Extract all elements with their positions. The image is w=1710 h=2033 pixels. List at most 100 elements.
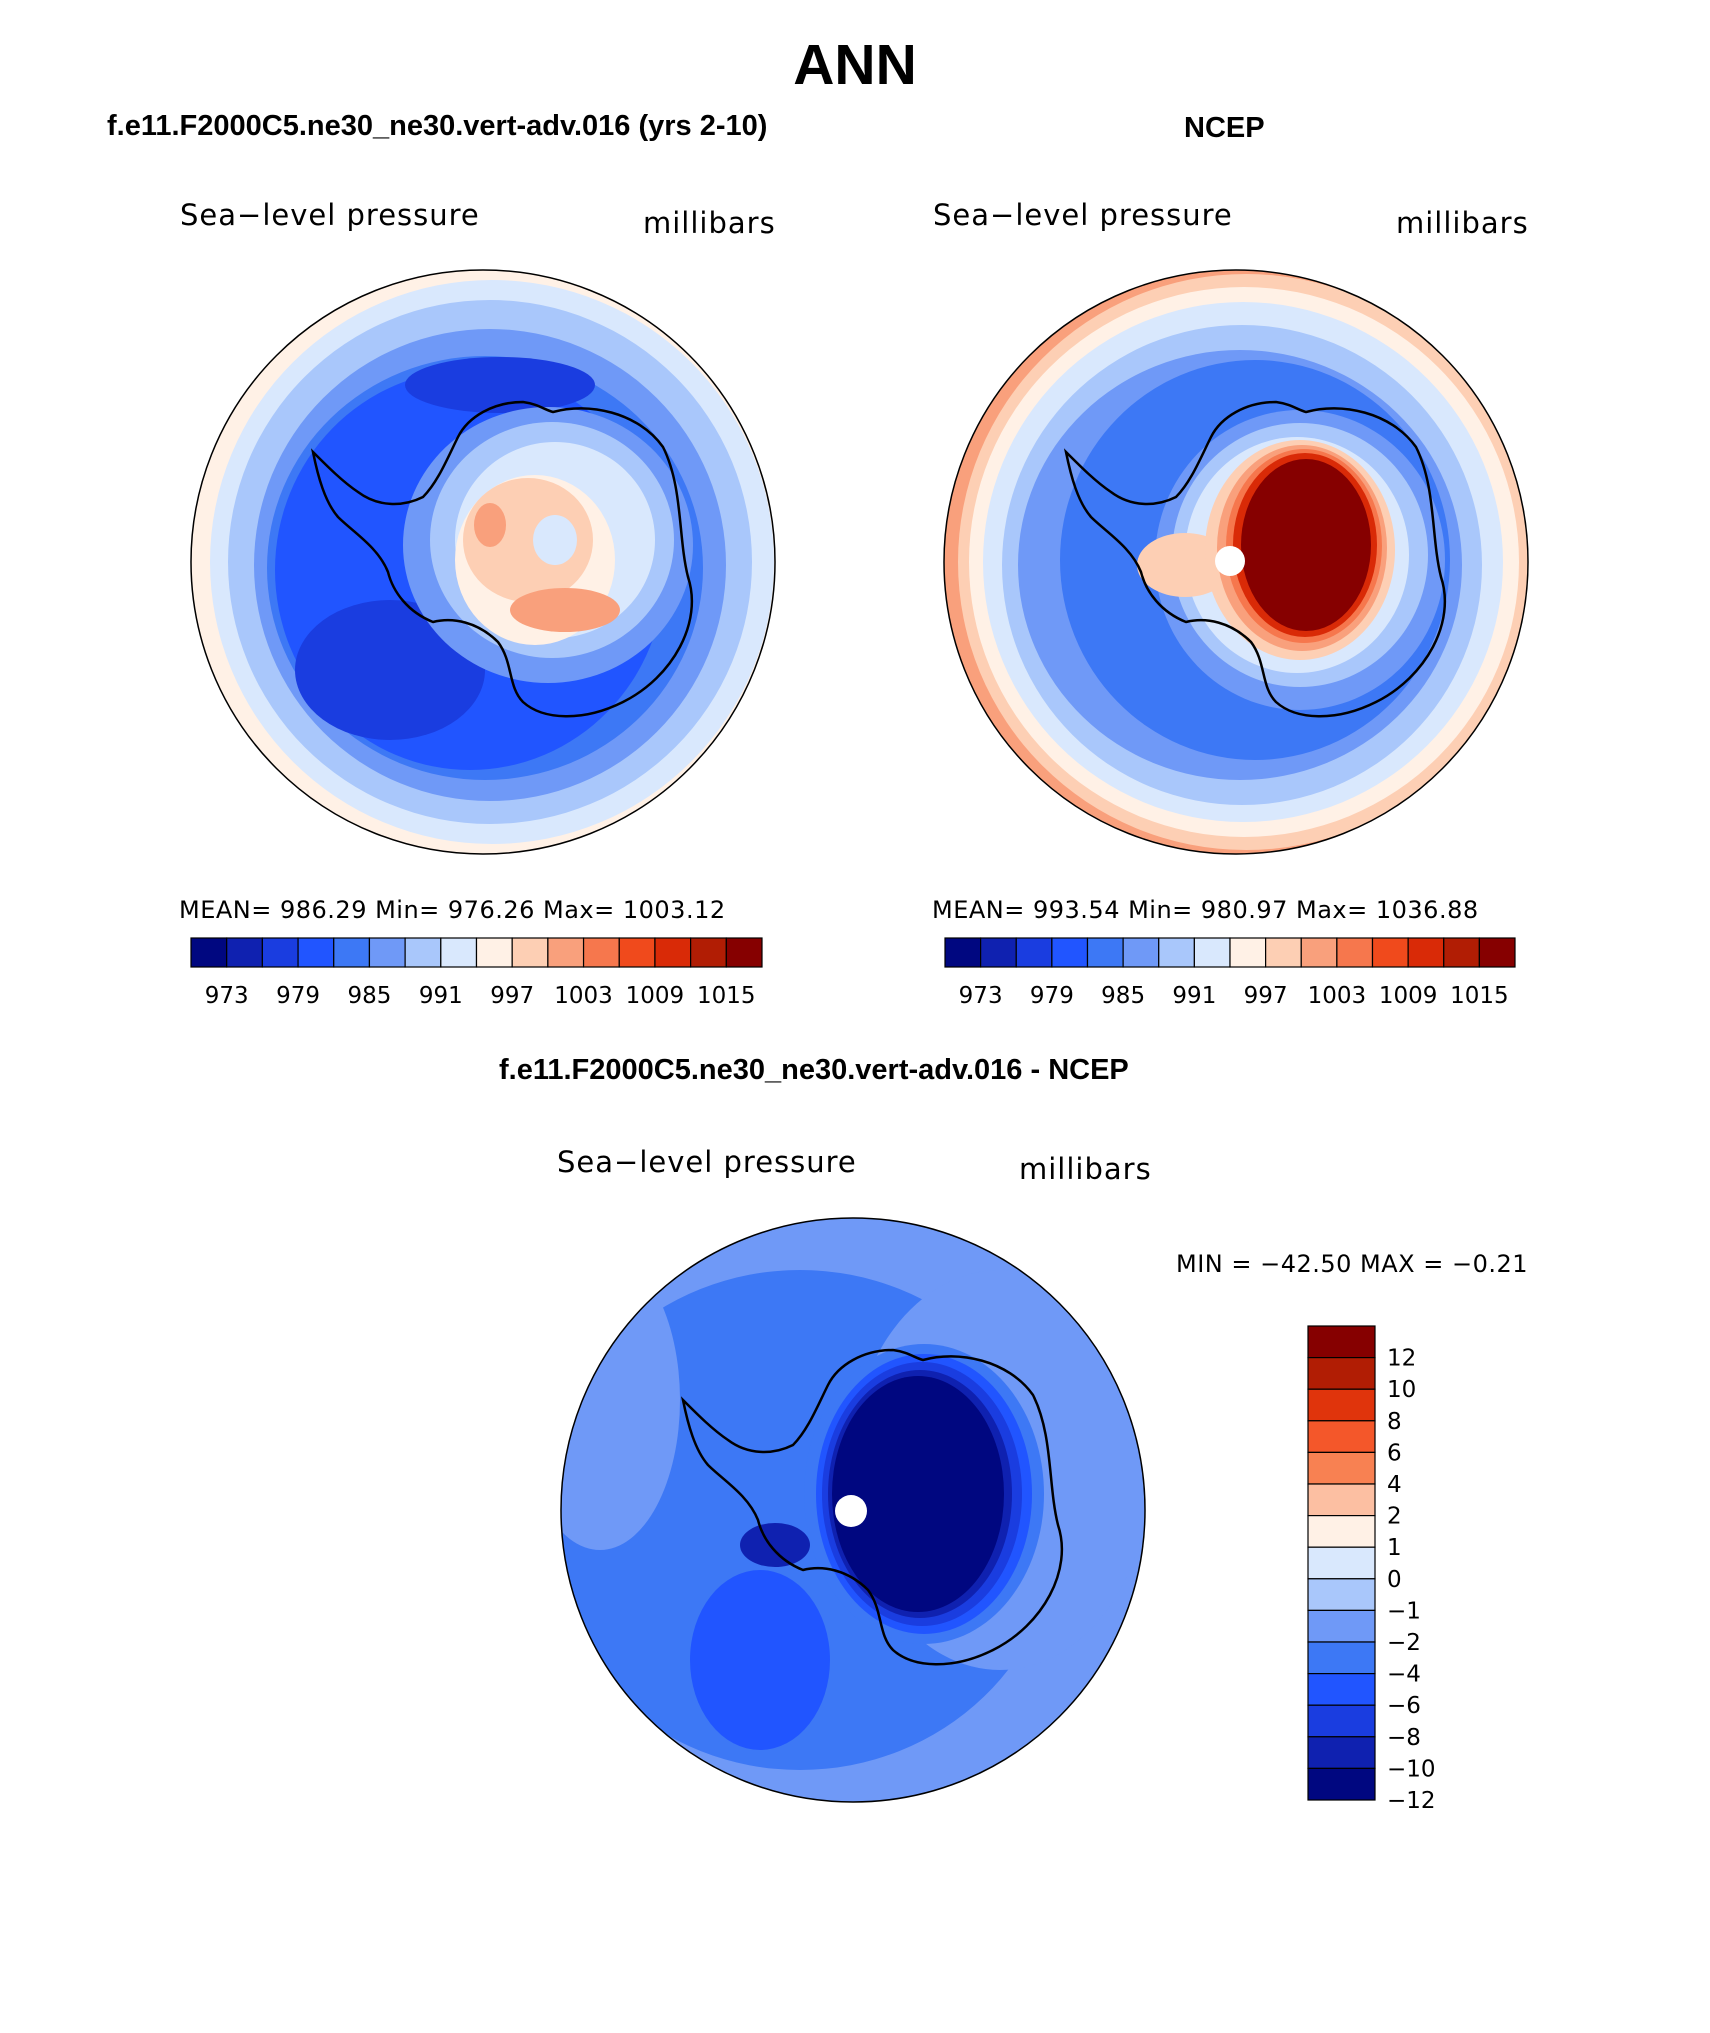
panel-1-colorbar: 973 979 985 991 997 1003 1009 1015 (190, 937, 763, 1009)
figure-title: ANN (793, 33, 917, 97)
panel-2-units-label: millibars (1396, 206, 1529, 240)
colorbar-box (1086, 937, 1124, 968)
colorbar-tick-label: −10 (1387, 1756, 1436, 1782)
colorbar-box (1307, 1578, 1376, 1612)
panel-3-units-label: millibars (1019, 1152, 1152, 1186)
colorbar-tick-label: 997 (1244, 983, 1288, 1009)
colorbar-box (1307, 1388, 1376, 1422)
colorbar-box (1336, 937, 1374, 968)
colorbar-box (1307, 1514, 1376, 1548)
panel-2-variable-label: Sea−level pressure (933, 198, 1233, 232)
colorbar-box (725, 937, 763, 968)
panel-2-title: NCEP (1184, 112, 1265, 144)
colorbar-box (1407, 937, 1445, 968)
panel-2-pole-mask (1215, 546, 1245, 576)
colorbar-box (980, 937, 1017, 968)
colorbar-tick-label: 973 (205, 983, 249, 1009)
colorbar-box (1265, 937, 1302, 968)
colorbar-tick-label: −1 (1387, 1598, 1421, 1624)
colorbar-tick-label: 6 (1387, 1440, 1402, 1466)
colorbar-box (654, 937, 692, 968)
colorbar-box (226, 937, 263, 968)
colorbar-tick-label: 997 (490, 983, 534, 1009)
panel-3-stats: MIN = −42.50 MAX = −0.21 (1176, 1250, 1529, 1278)
colorbar-box (1300, 937, 1338, 968)
colorbar-tick-label: −4 (1387, 1662, 1421, 1688)
colorbar-box (1307, 1356, 1376, 1390)
colorbar-box (1307, 1767, 1376, 1801)
colorbar-tick-label: 0 (1387, 1567, 1402, 1593)
colorbar-box (690, 937, 727, 968)
colorbar-box (1307, 1609, 1376, 1643)
panel-1-units-label: millibars (643, 206, 776, 240)
colorbar-box (1307, 1483, 1376, 1517)
colorbar-box (618, 937, 656, 968)
panel-3-map (561, 1218, 1145, 1802)
colorbar-tick-label: 1015 (697, 983, 756, 1009)
colorbar-tick-label: 1 (1387, 1535, 1402, 1561)
colorbar-box (582, 937, 620, 968)
colorbar-tick-label: 4 (1387, 1472, 1402, 1498)
panel-1-title: f.e11.F2000C5.ne30_ne30.vert-adv.016 (yr… (107, 110, 768, 142)
colorbar-tick-label: −8 (1387, 1725, 1421, 1751)
colorbar-box (1193, 937, 1231, 968)
colorbar-box (1371, 937, 1409, 968)
colorbar-tick-label: 1015 (1450, 983, 1509, 1009)
colorbar-tick-label: −12 (1387, 1788, 1436, 1814)
colorbar-tick-label: 2 (1387, 1504, 1402, 1530)
colorbar-box (297, 937, 335, 968)
colorbar-box (1307, 1325, 1376, 1359)
colorbar-box (1443, 937, 1480, 968)
colorbar-tick-label: 979 (1030, 983, 1074, 1009)
colorbar-box (547, 937, 585, 968)
colorbar-box (1478, 937, 1516, 968)
colorbar-tick-label: 979 (276, 983, 320, 1009)
colorbar-box (1307, 1641, 1376, 1675)
panel-2-colorbar: 973 979 985 991 997 1003 1009 1015 (944, 937, 1516, 1009)
panel-3-pole-mask (835, 1495, 867, 1527)
colorbar-box (1158, 937, 1195, 968)
colorbar-tick-label: 1009 (626, 983, 685, 1009)
colorbar-box (1307, 1420, 1376, 1454)
colorbar-box (190, 937, 228, 968)
colorbar-box (333, 937, 371, 968)
colorbar-tick-label: 8 (1387, 1409, 1402, 1435)
colorbar-box (944, 937, 982, 968)
colorbar-tick-label: 985 (347, 983, 391, 1009)
panel-1-variable-label: Sea−level pressure (180, 198, 480, 232)
panel-2-stats: MEAN= 993.54 Min= 980.97 Max= 1036.88 (932, 896, 1479, 924)
colorbar-box (1307, 1546, 1376, 1580)
colorbar-box (1307, 1736, 1376, 1770)
colorbar-tick-label: −2 (1387, 1630, 1421, 1656)
colorbar-box (1122, 937, 1160, 968)
colorbar-tick-label: 10 (1387, 1377, 1416, 1403)
colorbar-tick-label: 973 (959, 983, 1003, 1009)
colorbar-box (261, 937, 299, 968)
colorbar-box (1229, 937, 1267, 968)
colorbar-box (1307, 1704, 1376, 1738)
colorbar-tick-label: 1009 (1379, 983, 1438, 1009)
colorbar-box (475, 937, 513, 968)
colorbar-box (368, 937, 406, 968)
colorbar-box (404, 937, 442, 968)
colorbar-box (1015, 937, 1053, 968)
colorbar-tick-label: −6 (1387, 1693, 1421, 1719)
colorbar-tick-label: 1003 (1308, 983, 1367, 1009)
colorbar-tick-label: 991 (1172, 983, 1216, 1009)
colorbar-tick-label: 12 (1387, 1346, 1416, 1372)
colorbar-box (1051, 937, 1089, 968)
panel-3-title: f.e11.F2000C5.ne30_ne30.vert-adv.016 - N… (499, 1054, 1129, 1086)
colorbar-tick-label: 1003 (554, 983, 613, 1009)
colorbar-tick-label: 991 (419, 983, 463, 1009)
colorbar-box (1307, 1451, 1376, 1485)
panel-1-stats: MEAN= 986.29 Min= 976.26 Max= 1003.12 (179, 896, 726, 924)
colorbar-box (511, 937, 549, 968)
colorbar-tick-label: 985 (1101, 983, 1145, 1009)
colorbar-box (440, 937, 478, 968)
panel-3-variable-label: Sea−level pressure (557, 1145, 857, 1179)
colorbar-box (1307, 1672, 1376, 1706)
panel-1-map (191, 270, 775, 854)
